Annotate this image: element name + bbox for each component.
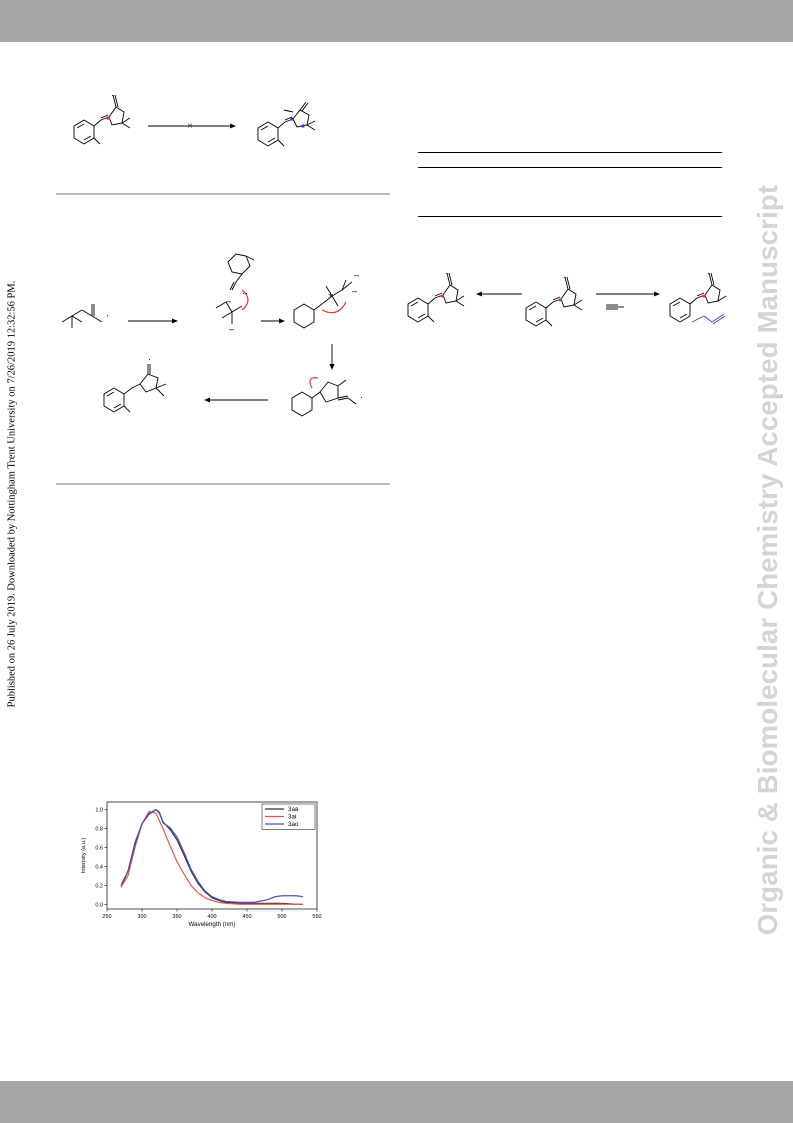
mechanism-product — [103, 364, 167, 413]
curved-arrow-2 — [321, 301, 347, 314]
chart-axes: 250 300 350 400 450 500 550 0.0 0.2 0.4 0.6 0.8 1.0 W… — [81, 801, 322, 928]
y-tick-label: 0.2 — [95, 883, 103, 889]
dot-mark-4: · — [445, 268, 448, 278]
arrowhead-2 — [279, 318, 285, 324]
y-tick-label: 0.8 — [95, 827, 103, 833]
section-divider-top — [56, 193, 390, 195]
header-band — [0, 0, 793, 42]
legend-label-3ai: 3ai — [288, 814, 296, 821]
emission-chart: 250 300 350 400 450 500 550 0.0 0.2 0.4 0.6 0.8 1.0 W… — [76, 798, 326, 930]
chart-lines — [120, 808, 304, 905]
minus-mark-2: – — [229, 324, 234, 334]
table-rule-mid — [418, 167, 722, 168]
publication-note: Published on 26 July 2019. Downloaded by… — [2, 274, 22, 714]
manuscript-watermark: Organic & Biomolecular Chemistry Accepte… — [742, 140, 793, 980]
legend-label-3aa: 3aa — [288, 806, 299, 813]
table-rule-bottom — [418, 216, 722, 217]
scheme-top-left: · × — [73, 90, 316, 147]
y-axis-label: Intensity (a.u.) — [81, 838, 87, 874]
minus-mark-1: – — [226, 296, 231, 306]
center-substrate-structure — [525, 276, 583, 327]
x-tick-label: 550 — [312, 914, 321, 920]
oxygen-mark-2 — [558, 298, 562, 302]
lone-pair-mark: ·· — [242, 288, 248, 298]
manuscript-watermark-text: Organic & Biomolecular Chemistry Accepte… — [752, 184, 783, 936]
dot-mark-2: · — [360, 392, 363, 402]
arrowhead-4 — [204, 397, 210, 403]
nitrogen-mark — [290, 117, 294, 121]
dot-mark-1: · — [106, 310, 109, 320]
x-tick-label: 500 — [277, 914, 286, 920]
intermediate-2 — [293, 279, 353, 329]
oxygen-mark — [106, 116, 110, 120]
table-rule-top — [418, 152, 722, 153]
y-tick-label: 0.0 — [95, 902, 103, 908]
section-divider-bottom — [56, 483, 390, 485]
y-tick-label: 0.4 — [95, 864, 103, 870]
scheme-right: · · · — [407, 268, 727, 327]
blocked-mark: × — [187, 121, 193, 132]
substrate-structure — [73, 94, 131, 145]
right-product-structure — [669, 272, 727, 323]
y-tick-label: 0.6 — [95, 845, 103, 851]
publication-note-text: Published on 26 July 2019. Downloaded by… — [6, 280, 18, 708]
intermediate-3 — [291, 379, 357, 417]
emission-chart-svg: 250 300 350 400 450 500 550 0.0 0.2 0.4 0.6 0.8 1.0 W… — [81, 801, 322, 928]
x-tick-label: 250 — [102, 914, 111, 920]
legend-label-3ao: 3ao — [288, 821, 299, 828]
oxygen-mark-1 — [440, 294, 444, 298]
y-tick-label: 1.0 — [95, 808, 103, 814]
dot-mark: · — [111, 90, 114, 100]
x-axis-label: Wavelength (nm) — [189, 921, 236, 928]
arrowhead-1 — [172, 318, 178, 324]
starting-alkene — [61, 304, 103, 328]
alkyne-reagent — [606, 304, 624, 310]
left-product-structure — [407, 272, 465, 323]
plus-mark: + — [328, 290, 333, 300]
x-tick-label: 350 — [172, 914, 181, 920]
dot-mark-6: · — [707, 268, 710, 278]
arrowhead-3 — [329, 364, 335, 370]
x-tick-label: 450 — [242, 914, 251, 920]
arrowhead-left — [476, 291, 482, 297]
intermediate-1 — [215, 253, 255, 324]
curved-arrow-1 — [241, 289, 249, 311]
nitrogen-mark-2 — [301, 124, 305, 128]
footer-band — [0, 1081, 793, 1123]
curved-arrow-3 — [309, 377, 319, 389]
mechanism-scheme: · ·· – – – – + · · — [61, 253, 363, 417]
minus-mark-3: – — [354, 270, 359, 280]
dot-mark-5: · — [563, 272, 566, 282]
minus-mark-4: – — [352, 286, 357, 296]
arrowhead — [230, 123, 236, 129]
oxygen-mark-3 — [702, 294, 706, 298]
arrowhead-right — [654, 291, 660, 297]
x-tick-label: 300 — [137, 914, 146, 920]
vinyl-group — [691, 313, 726, 325]
series-line-3ao — [120, 808, 304, 903]
x-tick-label: 400 — [207, 914, 216, 920]
dot-mark-3: · — [148, 354, 151, 364]
product-structure — [257, 101, 316, 147]
